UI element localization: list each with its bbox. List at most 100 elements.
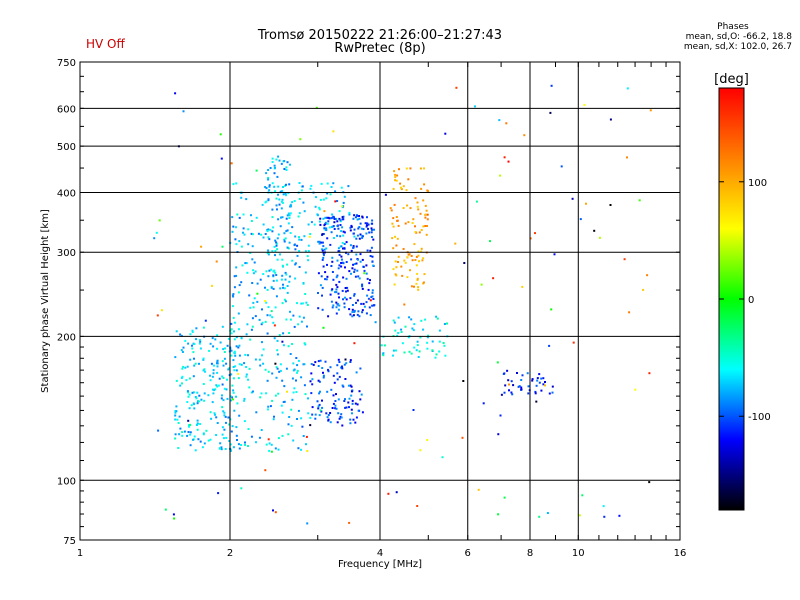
data-point [329,243,332,246]
data-point [454,242,457,245]
data-point [264,186,267,188]
data-point [548,392,551,395]
data-point [361,283,364,286]
data-point [415,255,418,258]
data-point [278,198,281,201]
data-point [230,322,233,325]
data-point [372,298,375,300]
data-point [177,447,180,449]
data-point [503,496,506,499]
data-point [238,354,241,357]
data-point [424,204,427,207]
y-tick-label: 200 [57,332,76,343]
data-point [365,301,368,304]
data-point [274,306,277,309]
data-point [350,258,353,261]
data-point [373,228,375,231]
data-point [269,314,272,317]
data-point [426,218,429,221]
data-point [292,369,295,372]
data-point [305,435,308,438]
data-point [237,346,240,349]
data-point [238,216,241,219]
data-point [244,262,247,265]
data-point [414,231,417,233]
data-point [340,186,343,189]
data-point [506,369,509,372]
data-point [341,289,344,292]
data-point [303,210,306,213]
data-point [213,389,216,392]
data-point [348,213,351,216]
data-point [219,442,222,445]
data-point [288,241,291,244]
data-point [353,310,356,313]
data-point [422,281,425,284]
data-point [288,332,291,334]
data-point [224,347,226,350]
data-point [233,369,236,372]
data-point [273,185,276,188]
data-point [446,322,448,325]
data-point [404,325,407,328]
data-point [286,390,288,393]
data-point [235,395,237,398]
data-point [571,197,574,200]
data-point [222,348,225,351]
data-point [268,185,271,188]
data-point [368,282,371,285]
data-point [365,312,368,315]
data-point [420,229,423,231]
data-point [199,339,201,342]
data-point [192,375,195,378]
data-point [234,354,237,357]
data-point [298,236,300,239]
data-point [250,232,253,235]
data-point [402,248,405,250]
data-point [264,300,267,302]
data-point [342,230,345,233]
data-point [329,193,332,196]
data-point [340,255,343,258]
data-point [335,306,338,309]
data-point [455,86,458,89]
data-point [634,388,637,391]
data-point [349,418,352,421]
data-point [265,270,268,273]
data-point [413,243,416,246]
data-point [279,225,282,228]
data-point [531,378,534,381]
data-point [416,278,419,281]
data-point [277,193,279,196]
data-point [298,315,301,318]
data-point [341,218,344,221]
data-point [237,443,240,446]
data-point [310,184,313,187]
data-point [216,347,218,350]
data-point [213,364,215,367]
data-point [156,314,159,317]
data-point [326,416,329,419]
data-point [349,359,352,362]
data-point [266,230,269,233]
data-point [317,365,320,367]
data-point [353,342,356,345]
data-point [282,401,285,403]
data-point [277,233,280,236]
data-point [642,288,645,291]
data-point [270,268,273,271]
data-point [351,311,354,313]
data-point [349,244,352,247]
data-point [317,307,320,310]
data-point [274,447,277,450]
data-point [425,233,428,236]
data-point [358,215,360,217]
data-point [325,227,328,230]
data-point [219,133,222,136]
data-point [325,278,328,281]
data-point [331,260,334,263]
data-point [273,337,276,340]
data-point [227,416,230,419]
data-point [417,288,420,291]
data-point [336,274,339,277]
